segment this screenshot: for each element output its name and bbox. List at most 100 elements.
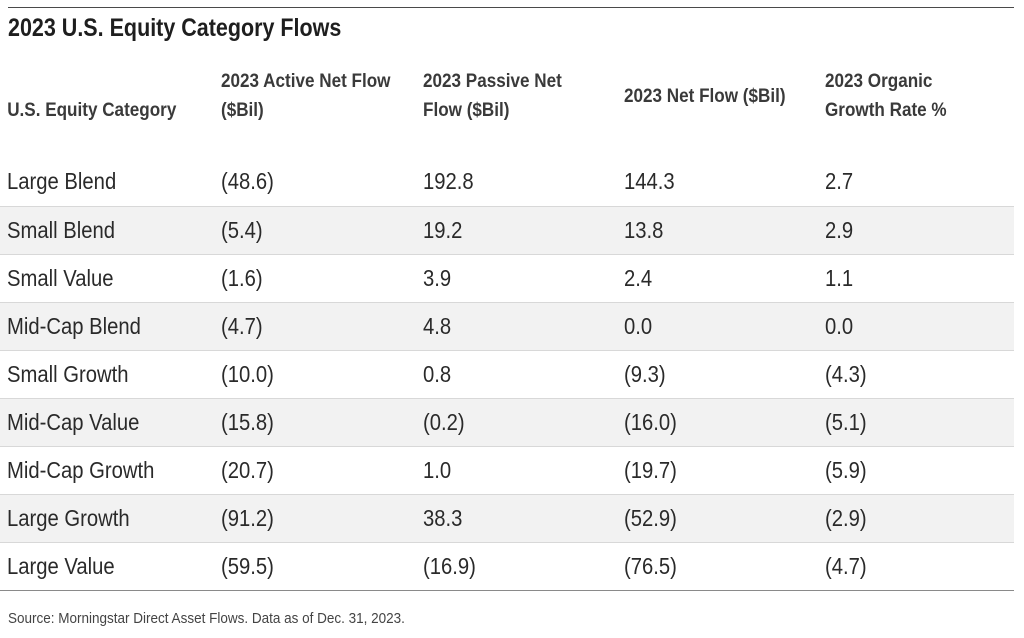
value-text: 13.8 [624,216,664,243]
value-text: (76.5) [624,552,677,579]
value-text: (5.4) [221,216,263,243]
column-header-label: 2023 Active Net Flow ($Bil) [221,71,391,121]
table-row: Mid-Cap Value (15.8) (0.2) (16.0) (5.1) [0,398,1014,447]
value-text: (9.3) [624,360,666,387]
value-cell: (5.1) [825,398,1014,447]
value-cell: (10.0) [221,350,423,399]
value-cell: (52.9) [624,494,825,543]
value-cell: 2.7 [825,158,1014,207]
category-cell: Large Value [0,542,221,591]
category-name: Large Growth [7,504,130,531]
column-header-organic-growth: 2023 Organic Growth Rate % [825,60,1014,158]
category-name: Small Growth [7,360,129,387]
value-cell: 4.8 [423,302,624,351]
top-rule [8,7,1014,8]
category-name: Mid-Cap Value [7,408,140,435]
table-row: Small Growth (10.0) 0.8 (9.3) (4.3) [0,350,1014,399]
category-cell: Large Blend [0,158,221,207]
value-text: 2.7 [825,168,854,195]
value-text: 0.8 [423,360,452,387]
column-header-net-flow: 2023 Net Flow ($Bil) [624,60,825,158]
category-name: Small Value [7,264,114,291]
value-cell: 144.3 [624,158,825,207]
equity-flows-table: U.S. Equity Category 2023 Active Net Flo… [0,60,1014,591]
value-cell: (4.7) [825,542,1014,591]
column-header-passive-net-flow: 2023 Passive Net Flow ($Bil) [423,60,624,158]
value-text: 1.0 [423,456,452,483]
value-cell: (59.5) [221,542,423,591]
value-cell: (5.9) [825,446,1014,495]
category-name: Large Value [7,552,115,579]
table-row: Large Value (59.5) (16.9) (76.5) (4.7) [0,542,1014,591]
value-text: (10.0) [221,360,274,387]
column-header-label: 2023 Passive Net Flow ($Bil) [423,71,562,121]
value-cell: 2.9 [825,206,1014,255]
value-cell: (20.7) [221,446,423,495]
value-cell: 0.0 [624,302,825,351]
value-cell: 0.0 [825,302,1014,351]
category-name: Mid-Cap Growth [7,456,155,483]
value-cell: 13.8 [624,206,825,255]
category-name: Large Blend [7,168,117,195]
value-cell: (4.7) [221,302,423,351]
value-text: (52.9) [624,504,677,531]
value-text: (20.7) [221,456,274,483]
value-text: (4.7) [825,552,867,579]
value-text: (4.3) [825,360,867,387]
category-cell: Mid-Cap Blend [0,302,221,351]
source-note: Source: Morningstar Direct Asset Flows. … [8,610,405,627]
table-row: Large Blend (48.6) 192.8 144.3 2.7 [0,158,1014,207]
value-cell: (9.3) [624,350,825,399]
value-text: 2.9 [825,216,854,243]
category-cell: Small Value [0,254,221,303]
value-text: (91.2) [221,504,274,531]
value-cell: (16.9) [423,542,624,591]
category-cell: Small Growth [0,350,221,399]
value-cell: 2.4 [624,254,825,303]
column-header-label: U.S. Equity Category [7,99,177,121]
value-text: (5.1) [825,408,867,435]
header-row: U.S. Equity Category 2023 Active Net Flo… [0,60,1014,158]
table-title: 2023 U.S. Equity Category Flows [8,14,342,42]
value-text: (16.9) [423,552,476,579]
value-text: 38.3 [423,504,463,531]
table-row: Small Blend (5.4) 19.2 13.8 2.9 [0,206,1014,255]
value-cell: (91.2) [221,494,423,543]
category-cell: Large Growth [0,494,221,543]
value-text: (59.5) [221,552,274,579]
value-text: 4.8 [423,312,452,339]
value-cell: 3.9 [423,254,624,303]
value-text: (1.6) [221,264,263,291]
column-header-active-net-flow: 2023 Active Net Flow ($Bil) [221,60,423,158]
value-text: 2.4 [624,264,653,291]
value-text: 19.2 [423,216,463,243]
value-cell: 192.8 [423,158,624,207]
table-row: Mid-Cap Blend (4.7) 4.8 0.0 0.0 [0,302,1014,351]
table-row: Small Value (1.6) 3.9 2.4 1.1 [0,254,1014,303]
value-cell: 19.2 [423,206,624,255]
value-text: (2.9) [825,504,867,531]
value-cell: (15.8) [221,398,423,447]
value-text: 144.3 [624,168,675,195]
column-header-category: U.S. Equity Category [0,60,221,158]
value-cell: (5.4) [221,206,423,255]
value-text: 192.8 [423,168,474,195]
value-cell: (19.7) [624,446,825,495]
value-text: (48.6) [221,168,274,195]
value-cell: (1.6) [221,254,423,303]
value-text: (5.9) [825,456,867,483]
category-cell: Small Blend [0,206,221,255]
value-cell: 1.1 [825,254,1014,303]
value-cell: 0.8 [423,350,624,399]
column-header-label: 2023 Organic Growth Rate % [825,71,947,121]
value-cell: (4.3) [825,350,1014,399]
value-text: 1.1 [825,264,854,291]
value-cell: (0.2) [423,398,624,447]
value-text: (19.7) [624,456,677,483]
table-header: U.S. Equity Category 2023 Active Net Flo… [0,60,1014,158]
value-cell: (16.0) [624,398,825,447]
category-cell: Mid-Cap Value [0,398,221,447]
category-name: Small Blend [7,216,116,243]
value-cell: (48.6) [221,158,423,207]
table-row: Mid-Cap Growth (20.7) 1.0 (19.7) (5.9) [0,446,1014,495]
